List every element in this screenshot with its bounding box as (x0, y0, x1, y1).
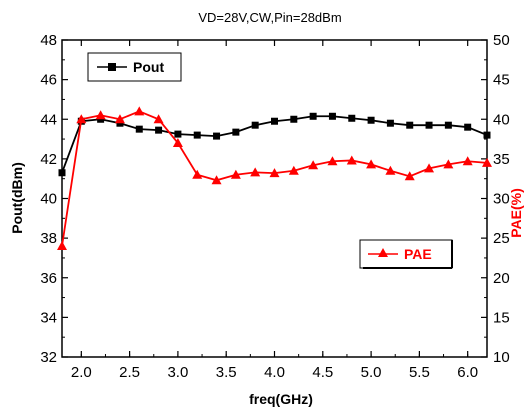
pout-point (251, 121, 259, 129)
y-right-tick-label: 35 (493, 151, 510, 168)
y-right-tick-label: 15 (493, 309, 510, 326)
x-tick-label: 2.5 (119, 364, 140, 381)
y-left-tick-label: 48 (40, 32, 57, 49)
y-left-tick-label: 40 (40, 191, 57, 208)
y-left-tick-label: 42 (40, 151, 57, 168)
pout-point (174, 130, 182, 138)
pae-point (482, 157, 492, 167)
pout-point (406, 121, 414, 129)
pout-point (58, 169, 66, 177)
pae-point (443, 159, 454, 169)
pae-point (95, 110, 106, 120)
pout-point (464, 123, 472, 131)
pae-point (366, 159, 377, 169)
pout-point (444, 121, 452, 129)
y-right-tick-label: 45 (493, 72, 510, 89)
chart-title: VD=28V,CW,Pin=28dBm (198, 10, 341, 25)
pout-point (232, 128, 240, 136)
pout-point (290, 115, 298, 123)
pae-point (269, 168, 280, 178)
pae-point (308, 160, 319, 170)
pout-point (135, 125, 143, 133)
right-y-axis-label: PAE(%) (508, 188, 524, 238)
x-tick-label: 2.0 (71, 364, 92, 381)
legend-pae-marker (378, 248, 388, 257)
pout-point (213, 132, 221, 140)
pae-point (76, 114, 87, 124)
x-tick-label: 5.5 (409, 364, 430, 381)
series-pout-line (61, 115, 488, 174)
x-tick-label: 3.0 (167, 364, 188, 381)
pout-point (328, 112, 336, 120)
pae-point (404, 171, 415, 181)
pae-point (172, 138, 183, 148)
pout-point (483, 131, 491, 139)
y-left-tick-label: 44 (40, 111, 57, 128)
plot-area (61, 39, 488, 358)
y-right-tick-label: 30 (493, 191, 510, 208)
legend-pout-marker (108, 63, 116, 71)
y-left-tick-label: 34 (40, 309, 57, 326)
pae-point (230, 169, 241, 179)
x-tick-label: 4.0 (264, 364, 285, 381)
pout-point (367, 116, 375, 124)
x-axis-label: freq(GHz) (249, 391, 313, 407)
right-y-tick-labels: 10 15 20 25 30 35 40 45 50 (493, 32, 510, 366)
y-left-tick-label: 46 (40, 72, 57, 89)
pae-point (250, 167, 261, 177)
pae-point (57, 241, 67, 251)
x-tick-label: 5.0 (361, 364, 382, 381)
left-y-axis-label: Pout(dBm) (9, 162, 25, 234)
pout-point (155, 126, 163, 134)
pae-point (327, 156, 338, 166)
legend-pae-label: PAE (404, 246, 432, 262)
y-left-tick-label: 32 (40, 349, 57, 366)
pae-point (134, 106, 145, 116)
pout-point (193, 131, 201, 139)
pout-point (348, 114, 356, 122)
pout-point (309, 112, 317, 120)
pae-point (288, 165, 299, 175)
pae-point (462, 156, 473, 166)
y-right-tick-label: 20 (493, 270, 510, 287)
left-y-tick-labels: 32 34 36 38 40 42 44 46 48 (40, 32, 57, 366)
axis-ticks (62, 39, 487, 358)
pout-point (386, 119, 394, 127)
pout-point (425, 121, 433, 129)
y-left-tick-label: 38 (40, 230, 57, 247)
x-tick-label: 4.5 (312, 364, 333, 381)
series-pout (58, 112, 491, 177)
legend-pout: Pout (87, 52, 182, 82)
y-right-tick-label: 40 (493, 111, 510, 128)
pae-point (385, 165, 396, 175)
x-tick-labels: 2.0 2.5 3.0 3.5 4.0 4.5 5.0 5.5 6.0 (71, 364, 478, 381)
y-right-tick-label: 10 (493, 349, 510, 366)
series-pae (57, 106, 492, 251)
legend-pout-label: Pout (133, 59, 164, 75)
pae-point (424, 163, 435, 173)
pae-point (211, 175, 222, 185)
x-tick-label: 6.0 (457, 364, 478, 381)
x-tick-label: 3.5 (216, 364, 237, 381)
pae-point (153, 114, 164, 124)
legend-pae: PAE (359, 239, 453, 269)
series-pae-line (61, 110, 488, 247)
pae-point (114, 114, 125, 124)
pae-point (192, 169, 203, 179)
y-right-tick-label: 50 (493, 32, 510, 49)
pout-point (271, 117, 278, 125)
pae-point (346, 155, 357, 165)
y-left-tick-label: 36 (40, 270, 57, 287)
y-right-tick-label: 25 (493, 230, 510, 247)
